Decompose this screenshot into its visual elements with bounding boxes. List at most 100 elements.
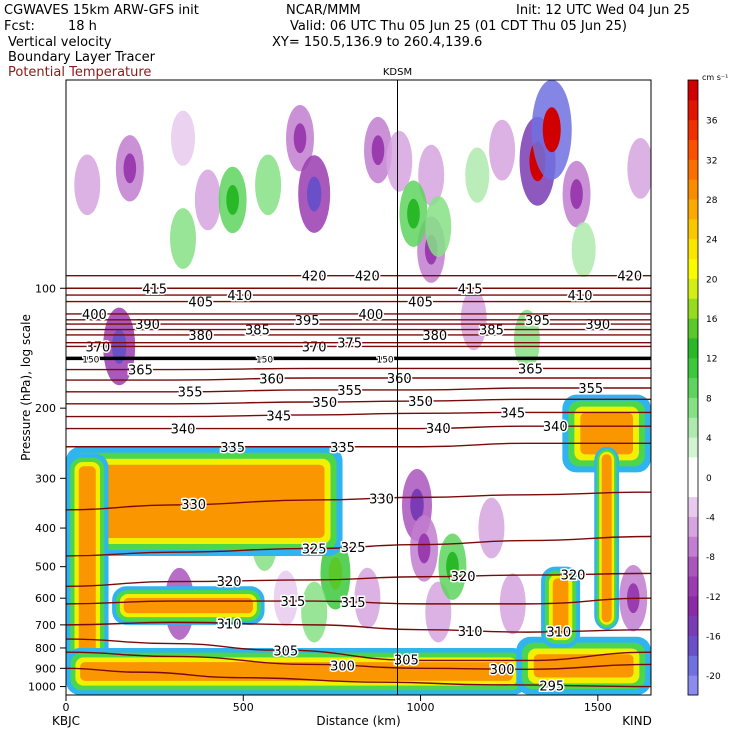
colorbar-bin <box>688 258 698 279</box>
vertical-velocity-cell <box>171 110 195 166</box>
theta-contour-label: 305 <box>273 645 298 660</box>
theta-contour <box>66 387 651 393</box>
theta-contour-label: 420 <box>355 270 380 285</box>
theta-contour <box>66 638 651 662</box>
theta-contour-label: 390 <box>585 318 610 333</box>
forecast-hour: 18 h <box>68 19 97 34</box>
colorbar-units: cm s⁻¹ <box>702 73 728 82</box>
theta-contour-label: 395 <box>525 314 550 329</box>
theta-contour-label: 350 <box>408 395 433 410</box>
colorbar-frame <box>687 79 699 696</box>
theta-contour-label: 320 <box>217 575 242 590</box>
colorbar-bin <box>688 456 698 498</box>
vertical-velocity-cell <box>425 581 452 643</box>
colorbar-tick-label: -20 <box>706 672 721 682</box>
theta-contour <box>66 491 651 511</box>
forecast-label: Fcst: <box>4 19 35 34</box>
theta-contour-label: 400 <box>82 308 107 323</box>
theta-contour-label: 415 <box>142 282 167 297</box>
y-tick-label: 400 <box>35 522 56 535</box>
colorbar-tick-label: 12 <box>706 355 717 365</box>
cross-section-endpoints: XY= 150.5,136.9 to 260.4,139.6 <box>272 35 483 50</box>
y-tick-label: 500 <box>35 561 56 574</box>
vertical-velocity-core <box>123 153 137 184</box>
theta-contour-label: 345 <box>500 407 525 422</box>
theta-contour-label: 300 <box>330 659 355 674</box>
colorbar-tick-label: 28 <box>706 196 718 206</box>
colorbar-bin <box>688 318 698 339</box>
colorbar-bin <box>688 556 698 577</box>
theta-contour-label: 310 <box>217 617 242 632</box>
colorbar-bin <box>688 496 698 517</box>
right-endpoint-label: KIND <box>622 714 652 728</box>
tracer-region <box>78 466 96 683</box>
field-potential-temperature: Potential Temperature <box>8 65 152 80</box>
theta-contour-label: 325 <box>302 542 327 557</box>
colorbar-bin <box>688 516 698 537</box>
y-tick-label: 700 <box>35 619 56 632</box>
tracer-region <box>533 654 634 678</box>
colorbar-tick-label: 4 <box>706 434 712 444</box>
x-axis-label: Distance (km) <box>316 714 400 728</box>
theta-contour-label: 335 <box>330 441 355 456</box>
left-endpoint-label: KBJC <box>52 714 80 728</box>
theta-contour-label: 320 <box>561 568 586 583</box>
theta-contour-label: 340 <box>426 422 451 437</box>
theta-contour-label: 410 <box>568 289 593 304</box>
colorbar-bin <box>688 218 698 240</box>
colorbar-bin <box>688 595 698 617</box>
midpoint-station-label: KDSM <box>383 67 412 78</box>
x-tick-label: 0 <box>63 701 70 714</box>
vertical-velocity-cell <box>354 567 381 629</box>
tracer-region <box>580 412 633 455</box>
vertical-velocity-core <box>446 551 459 582</box>
plot-frame <box>65 79 652 696</box>
vertical-velocity-core <box>542 107 561 153</box>
y-tick-label: 600 <box>35 592 56 605</box>
colorbar-bin <box>688 199 698 220</box>
theta-contour-label: 335 <box>220 441 245 456</box>
theta-contour-label: 325 <box>341 541 366 556</box>
colorbar-bin <box>688 575 698 597</box>
init-time: Init: 12 UTC Wed 04 Jun 25 <box>516 3 691 18</box>
theta-contour-label: 390 <box>135 318 160 333</box>
organization: NCAR/MMM <box>286 3 361 18</box>
vertical-velocity-cell <box>465 147 490 203</box>
y-tick-label: 1000 <box>28 681 56 694</box>
theta-contour <box>66 667 651 688</box>
theta-contour-label: 375 <box>337 337 362 352</box>
colorbar-bin <box>688 675 698 696</box>
colorbar-bin <box>688 238 698 260</box>
theta-contour-label: 405 <box>188 296 213 311</box>
theta-contour-label: 420 <box>617 270 642 285</box>
colorbar-bin <box>688 377 698 398</box>
tropopause-label: 150 <box>376 355 393 365</box>
vertical-velocity-core <box>570 179 583 209</box>
colorbar-tick-label: -12 <box>706 593 721 603</box>
theta-contour-label: 340 <box>543 420 568 435</box>
theta-contour <box>66 425 651 430</box>
theta-contour-label: 355 <box>178 386 203 401</box>
theta-contour <box>66 398 651 405</box>
colorbar-tick-label: 32 <box>706 156 717 166</box>
vertical-velocity-core <box>371 135 385 166</box>
theta-contour-label: 420 <box>302 270 327 285</box>
y-tick-label: 100 <box>35 282 56 295</box>
vertical-velocity-cell <box>273 570 298 626</box>
colorbar-tick-label: 0 <box>706 474 712 484</box>
theta-contour-label: 355 <box>337 384 362 399</box>
tracer-region <box>123 597 253 614</box>
theta-contour-label: 355 <box>578 382 603 397</box>
y-tick-label: 900 <box>35 662 56 675</box>
colorbar-tick-label: -16 <box>706 632 721 642</box>
colorbar-bin <box>688 159 698 180</box>
theta-contour-label: 380 <box>422 329 447 344</box>
colorbar-bin <box>688 80 698 101</box>
x-tick-label: 1500 <box>584 701 612 714</box>
colorbar-bin <box>688 337 698 359</box>
plot-layer: 295 300 300 305 305 310 310 310 315 315 320 320 320 3… <box>66 80 651 695</box>
x-tick-label: 500 <box>233 701 254 714</box>
colorbar-bin <box>688 417 698 438</box>
colorbar-bin <box>688 278 698 299</box>
